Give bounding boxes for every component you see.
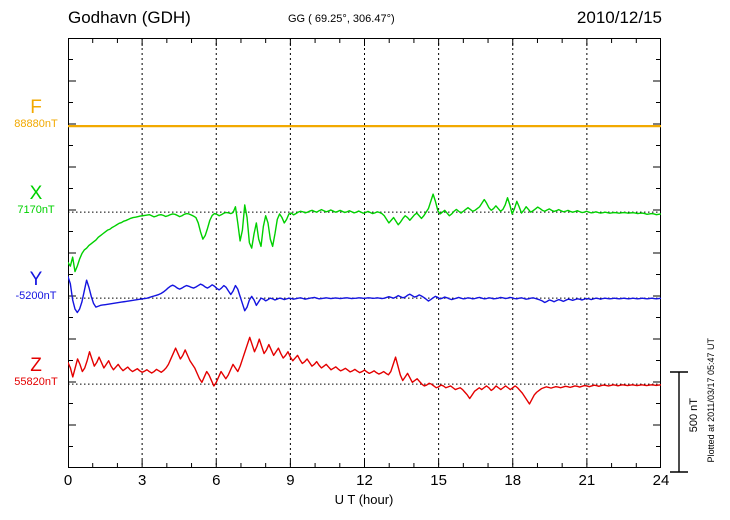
component-baseline-value: 7170nT: [17, 204, 55, 217]
x-tick-label: 15: [430, 472, 447, 489]
x-tick-label: 6: [212, 472, 221, 489]
station-name: Godhavn (GDH): [68, 8, 191, 27]
x-tick-label: 12: [356, 472, 373, 489]
trace-x: [68, 193, 661, 273]
plotted-at-timestamp: Plotted at 2011/03/17 05:47 UT: [706, 338, 716, 463]
scale-bar: [670, 371, 688, 473]
x-tick-label: 0: [63, 472, 73, 489]
component-letter: X: [29, 183, 43, 205]
component-letter: Z: [30, 355, 42, 377]
geographic-coordinates: GG ( 69.25°, 306.47°): [288, 13, 395, 25]
observation-date: 2010/12/15: [576, 8, 662, 27]
x-axis-title: U T (hour): [334, 492, 394, 507]
scale-bar-label: 500 nT: [688, 398, 700, 433]
magnetogram-plot: [68, 38, 661, 468]
x-tick-label: 9: [286, 472, 295, 489]
trace-z: [68, 336, 661, 405]
component-label-z: Z 55820nT: [14, 356, 57, 389]
trace-y: [68, 275, 661, 314]
component-baseline-value: 88880nT: [14, 118, 58, 131]
component-letter: Y: [29, 269, 43, 291]
x-tick-label: 18: [504, 472, 522, 489]
component-baseline-value: 55820nT: [14, 376, 58, 389]
component-label-y: Y -5200nT: [16, 270, 57, 303]
x-tick-label: 24: [652, 472, 670, 489]
component-label-f: F 88880nT: [14, 98, 57, 131]
component-label-x: X 7170nT: [17, 184, 54, 217]
component-baseline-value: -5200nT: [15, 290, 57, 303]
x-tick-label: 3: [137, 472, 147, 489]
x-tick-label: 21: [578, 472, 596, 489]
component-letter: F: [30, 97, 42, 119]
